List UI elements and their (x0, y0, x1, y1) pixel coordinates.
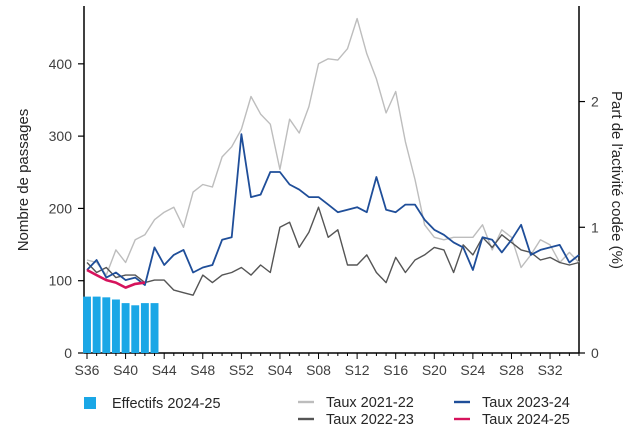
x-tick-label: S24 (460, 362, 485, 378)
left-tick-label: 300 (49, 128, 73, 144)
x-tick-label: S08 (306, 362, 331, 378)
bar (131, 305, 140, 353)
series-lines (86, 17, 580, 296)
x-tick-label: S36 (75, 362, 100, 378)
series-line-taux-2022-23 (86, 206, 580, 296)
series-line-taux-2024-25 (86, 268, 146, 289)
legend-item: Effectifs 2024-25 (84, 396, 221, 412)
left-axis-title: Nombre de passages (15, 109, 32, 252)
right-tick-label: 2 (591, 94, 599, 110)
bar (140, 303, 149, 353)
legend-swatch (84, 397, 96, 409)
bar (150, 303, 159, 353)
bars (83, 296, 159, 353)
legend: Effectifs 2024-25 Taux 2021-22 Taux 2023-2… (84, 395, 570, 428)
x-tick-label: S40 (113, 362, 138, 378)
left-tick-label: 100 (49, 273, 73, 289)
x-tick-label: S12 (345, 362, 370, 378)
axes (83, 6, 580, 354)
right-axis-title: Part de l'activité codée (%) (608, 91, 625, 269)
left-tick-label: 400 (49, 56, 73, 72)
legend-item: Taux 2024-25 (454, 412, 570, 428)
x-tick-label: S32 (538, 362, 563, 378)
x-tick-label: S20 (422, 362, 447, 378)
legend-label: Taux 2023-24 (482, 395, 570, 411)
bar (83, 296, 91, 353)
right-axis-ticks: 0 1 2 (579, 94, 599, 361)
left-axis-ticks: 0 100 200 300 400 (49, 56, 84, 361)
left-tick-label: 0 (64, 345, 72, 361)
x-tick-label: S48 (190, 362, 215, 378)
x-tick-label: S28 (499, 362, 524, 378)
legend-label: Effectifs 2024-25 (112, 396, 221, 412)
legend-item: Taux 2021-22 (298, 395, 414, 411)
right-tick-label: 1 (591, 219, 599, 235)
bar (102, 297, 111, 353)
bar (111, 299, 120, 353)
x-axis-ticks: S36 S40 S44 S48 S52 S04 S08 S12 S16 S20 S24 S28 S32 (75, 353, 580, 378)
right-tick-label: 0 (591, 345, 599, 361)
series-line-taux-2023-24 (86, 133, 580, 287)
legend-label: Taux 2022-23 (326, 412, 414, 428)
legend-label: Taux 2021-22 (326, 395, 414, 411)
x-tick-label: S04 (267, 362, 292, 378)
legend-item: Taux 2022-23 (298, 412, 414, 428)
x-tick-label: S44 (152, 362, 177, 378)
series-line-taux-2021-22 (86, 17, 580, 276)
x-tick-label: S16 (383, 362, 408, 378)
legend-label: Taux 2024-25 (482, 412, 570, 428)
x-tick-label: S52 (229, 362, 254, 378)
legend-item: Taux 2023-24 (454, 395, 570, 411)
left-tick-label: 200 (49, 200, 73, 216)
bar (121, 303, 130, 353)
bar (92, 296, 101, 353)
